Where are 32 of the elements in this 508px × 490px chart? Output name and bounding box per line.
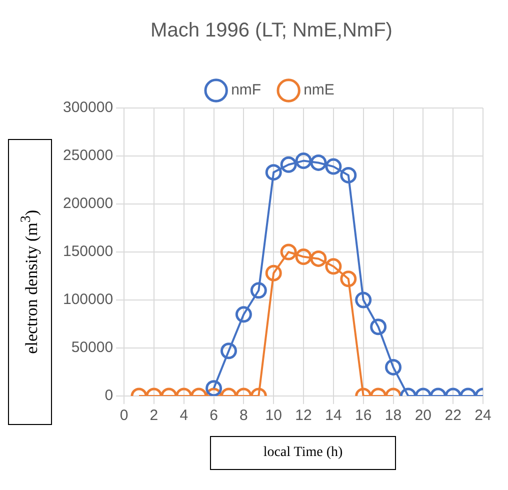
x-tick-label: 18 [384, 407, 402, 424]
x-axis-title: local Time (h) [210, 436, 396, 470]
point [310, 154, 327, 171]
x-tick-label: 24 [474, 407, 492, 424]
y-tick-label: 300000 [62, 99, 114, 116]
y-tick-label: 150000 [62, 243, 114, 260]
y-tick-label: 0 [104, 387, 114, 404]
x-tick-label: 2 [150, 407, 158, 424]
legend-label: nmE [304, 82, 334, 99]
point [340, 166, 357, 184]
x-tick-label: 16 [355, 407, 372, 424]
x-tick-label: 4 [180, 407, 188, 424]
y-tick-label: 50000 [71, 339, 114, 356]
y-tick-label: 200000 [62, 195, 114, 212]
point [295, 152, 312, 170]
point [310, 250, 327, 267]
point [325, 158, 342, 175]
point [280, 156, 297, 173]
x-tick-label: 12 [295, 407, 312, 424]
y-tick-label: 250000 [62, 147, 114, 164]
y-tick-label: 100000 [62, 291, 114, 308]
x-tick-label: 0 [120, 407, 128, 424]
x-tick-label: 8 [240, 407, 248, 424]
point [280, 244, 297, 260]
point [265, 164, 282, 181]
x-tick-label: 14 [325, 407, 342, 424]
x-tick-label: 22 [444, 407, 462, 424]
chart-title: Mach 1996 (LT; NmE,NmF) [150, 20, 392, 42]
x-tick-label: 10 [265, 407, 282, 424]
x-tick-label: 20 [414, 407, 432, 424]
legend-label: nmF [231, 82, 262, 99]
x-tick-label: 6 [210, 407, 218, 424]
